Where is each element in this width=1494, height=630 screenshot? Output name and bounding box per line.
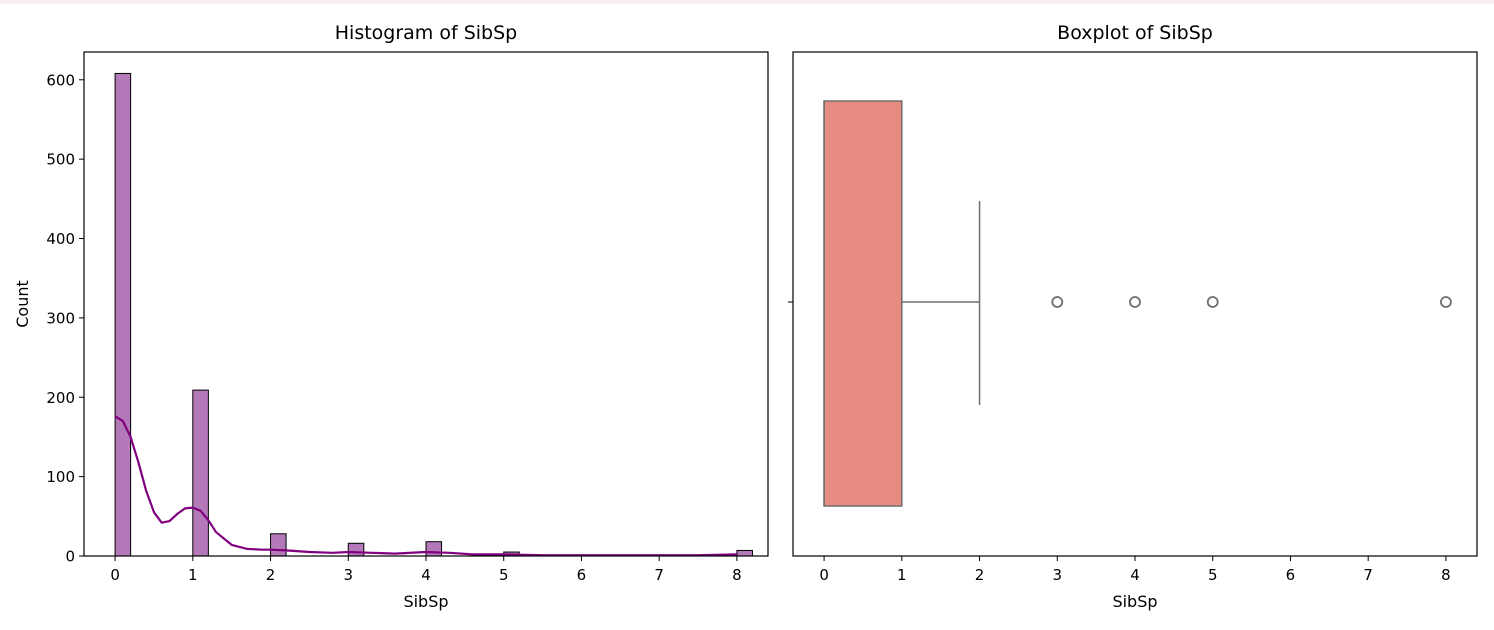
outlier-point (1051, 296, 1064, 308)
top-strip (0, 0, 1494, 4)
histogram-title: Histogram of SibSp (335, 22, 517, 44)
histogram-x-tick-label: 5 (499, 566, 509, 584)
histogram-x-tick-label: 6 (577, 566, 587, 584)
histogram-y-tick-label: 500 (46, 151, 75, 169)
histogram-y-tick-label: 100 (46, 468, 75, 486)
histogram-y-tick-label: 600 (46, 71, 75, 89)
histogram-x-tick-label: 2 (266, 566, 276, 584)
histogram-frame (83, 51, 769, 557)
boxplot-x-tick-label: 1 (897, 566, 907, 584)
boxplot-x-tick-label: 7 (1363, 566, 1373, 584)
histogram-y-tick-label: 400 (46, 230, 75, 248)
histogram-plot-area (84, 52, 768, 556)
kde-line (114, 415, 737, 557)
histogram-x-tick-label: 3 (343, 566, 353, 584)
boxplot-x-tick-label: 4 (1130, 566, 1140, 584)
outlier-point (1129, 296, 1141, 308)
histogram-y-tick-label: 300 (46, 309, 75, 327)
histogram-x-tick-label: 4 (421, 566, 431, 584)
histogram-bar (347, 542, 365, 557)
boxplot-x-ticks: 0 1 2 3 4 5 6 7 8 (819, 556, 1451, 584)
boxplot-x-tick-label: 0 (819, 566, 829, 584)
box-body (823, 100, 903, 507)
histogram-y-tick-label: 0 (65, 548, 75, 566)
histogram-x-tick-label: 7 (654, 566, 664, 584)
histogram-bars (114, 72, 753, 557)
histogram-bar (114, 72, 132, 557)
histogram-x-tick-label: 1 (188, 566, 198, 584)
histogram-bar (192, 389, 209, 557)
boxplot-x-label: SibSp (1112, 592, 1157, 611)
boxplot-x-tick-label: 5 (1208, 566, 1218, 584)
histogram-y-ticks: 0 100 200 300 400 500 600 (46, 71, 84, 566)
histogram-x-label: SibSp (403, 592, 448, 611)
histogram-x-tick-label: 8 (732, 566, 742, 584)
boxplot-x-tick-label: 8 (1441, 566, 1451, 584)
histogram-y-label: Count (13, 280, 32, 328)
boxplot-frame (792, 51, 1478, 557)
histogram-bar (736, 549, 753, 557)
histogram-x-ticks: 0 1 2 3 4 5 6 7 8 (110, 556, 742, 584)
histogram-bar (270, 533, 287, 557)
histogram-y-tick-label: 200 (46, 389, 75, 407)
boxplot-x-tick-label: 2 (975, 566, 985, 584)
outlier-point (1440, 296, 1452, 308)
histogram-bar (425, 541, 443, 557)
histogram-x-tick-label: 0 (110, 566, 120, 584)
boxplot-x-tick-label: 6 (1286, 566, 1296, 584)
histogram-panel: Histogram of SibSp 0 100 200 300 400 500 600 0… (13, 22, 769, 611)
boxplot-elements (823, 100, 1452, 507)
boxplot-panel: Boxplot of SibSp 0 1 2 3 4 5 6 7 8 SibSp (788, 22, 1478, 611)
boxplot-plot-area (793, 52, 1477, 556)
boxplot-x-tick-label: 3 (1052, 566, 1062, 584)
boxplot-title: Boxplot of SibSp (1057, 22, 1213, 44)
outlier-point (1206, 296, 1219, 308)
